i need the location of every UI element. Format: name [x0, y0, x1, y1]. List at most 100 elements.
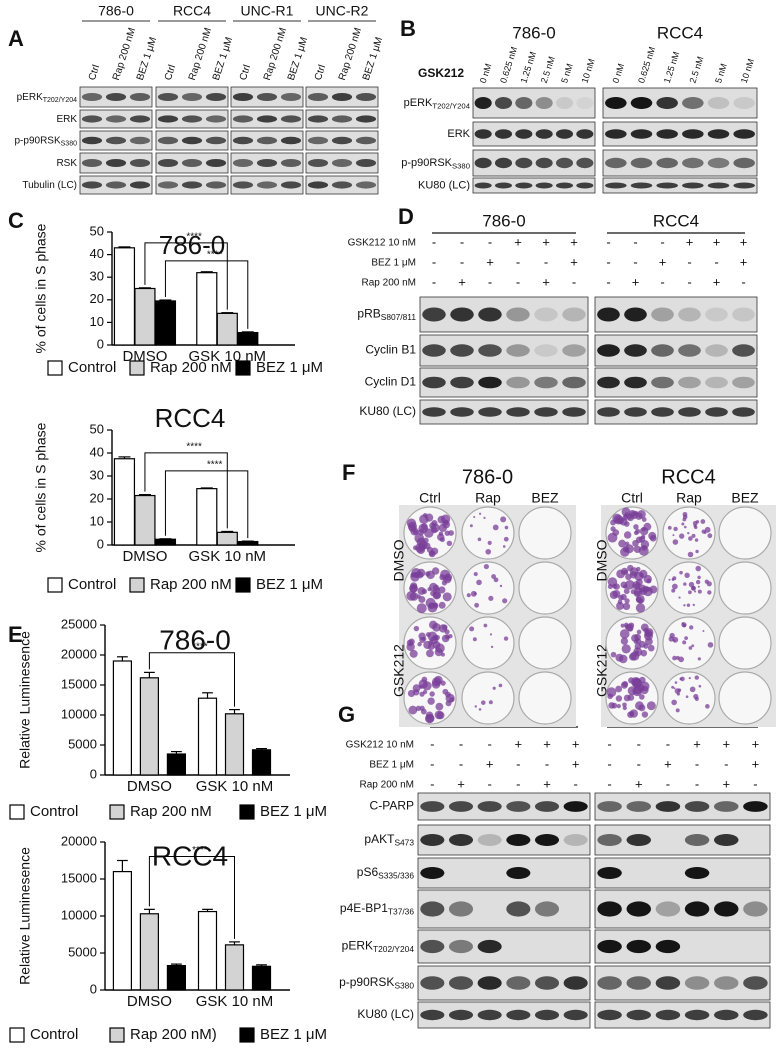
band: [535, 97, 553, 109]
colony: [445, 700, 452, 707]
band: [605, 182, 627, 189]
panel-label: D: [398, 204, 414, 229]
blot: [419, 399, 589, 425]
y-tick-label: 20: [90, 490, 104, 505]
row-label-name: p-p90RSK: [15, 135, 61, 146]
chart-title: 786-0: [159, 230, 226, 260]
band: [280, 93, 302, 101]
colony: [704, 579, 709, 584]
colony: [488, 595, 494, 601]
band: [478, 307, 502, 322]
sign: -: [516, 776, 520, 791]
bar: [216, 312, 238, 346]
colony: [634, 583, 640, 589]
colony: [622, 702, 627, 708]
band: [181, 159, 203, 167]
colony: [646, 701, 656, 711]
row-label: KU80 (LC): [357, 1007, 414, 1021]
row-label-name: p4E-BP1: [340, 901, 388, 915]
band: [477, 801, 502, 812]
row-label: p4E-BP1T37/36: [340, 901, 414, 917]
legend-swatch: [129, 360, 145, 376]
band: [477, 939, 502, 954]
colony: [705, 704, 710, 709]
colony: [421, 588, 428, 595]
colony: [671, 588, 676, 593]
band: [684, 834, 710, 846]
band: [597, 834, 622, 846]
band: [420, 867, 445, 879]
band: [307, 93, 329, 101]
colony: [607, 532, 618, 543]
sign: -: [637, 756, 641, 771]
band: [232, 115, 254, 123]
colony: [693, 693, 699, 700]
row-label-name: p-p90RSK: [401, 157, 452, 169]
band: [506, 801, 531, 812]
band: [157, 181, 179, 189]
row-label-name: KU80 (LC): [357, 1007, 414, 1021]
condition-label: GSK212 10 nM: [348, 238, 416, 249]
error-bar: [202, 692, 213, 699]
sign: +: [486, 254, 494, 269]
legend-label: Rap 200 nM): [130, 1026, 217, 1043]
colony: [415, 705, 422, 712]
band: [232, 93, 254, 101]
sign: -: [660, 274, 664, 289]
band: [597, 939, 622, 954]
error-bar: [221, 312, 234, 314]
colony: [667, 525, 672, 530]
colony: [624, 598, 630, 604]
band: [732, 344, 755, 357]
colony: [635, 603, 646, 613]
blot: [417, 1001, 591, 1029]
band: [555, 157, 574, 169]
legend-label: Control: [68, 359, 116, 376]
band: [448, 939, 474, 954]
sign: +: [664, 756, 672, 771]
band: [331, 93, 353, 101]
colony: [684, 636, 688, 641]
legend-swatch: [109, 804, 125, 820]
x-tick-label: GSK 10 nM: [189, 548, 267, 565]
error-bar: [138, 494, 151, 496]
sign: -: [633, 234, 637, 249]
colony: [707, 533, 713, 539]
band: [256, 159, 278, 167]
band: [714, 801, 739, 812]
band: [597, 901, 622, 917]
colony: [427, 587, 432, 592]
band: [534, 344, 558, 357]
band: [506, 901, 531, 917]
colony: [441, 634, 450, 643]
colony: [633, 587, 643, 596]
well: [718, 506, 772, 560]
band: [626, 976, 651, 990]
blot: [594, 296, 758, 333]
sign: -: [724, 756, 728, 771]
y-tick-label: 15000: [61, 676, 97, 691]
dose-label: 0.625 nM: [498, 46, 519, 85]
band: [181, 93, 203, 101]
row-label-name: RSK: [56, 158, 77, 169]
band: [515, 182, 533, 189]
error-bar: [144, 908, 155, 914]
band: [129, 115, 151, 123]
band: [630, 129, 653, 139]
cell-line-label: RCC4: [173, 3, 211, 19]
colony: [616, 703, 621, 709]
row-label-name: pS6: [357, 865, 379, 879]
sign: -: [544, 254, 548, 269]
lane-label: BEZ 1 μM: [211, 36, 235, 82]
bar: [251, 749, 272, 776]
bar: [113, 458, 136, 546]
error-bar: [256, 747, 267, 750]
colony: [622, 602, 631, 611]
column-label: Ctrl: [419, 490, 441, 506]
colony: [503, 536, 509, 542]
colony: [446, 540, 453, 547]
sign: +: [752, 736, 760, 751]
colony: [436, 711, 445, 720]
colony: [638, 535, 646, 543]
colony: [430, 590, 436, 597]
